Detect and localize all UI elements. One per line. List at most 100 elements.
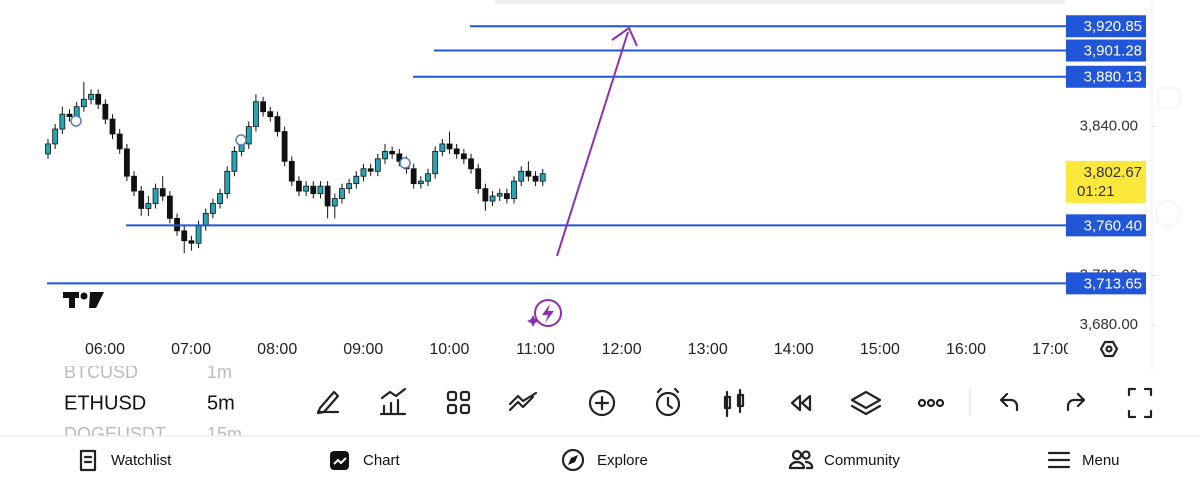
symbol-interval[interactable]: 1m <box>207 362 232 382</box>
x-tick-label: 14:00 <box>774 341 814 358</box>
candle-body <box>95 93 102 105</box>
candle-body <box>353 175 360 185</box>
candle-body <box>389 150 396 155</box>
candle-body <box>339 188 345 199</box>
candle-body <box>267 111 274 118</box>
candle-body <box>181 230 188 242</box>
event-marker[interactable] <box>70 115 82 127</box>
candle-body <box>166 195 173 219</box>
watchlist-icon <box>79 449 97 472</box>
candle-body <box>152 188 159 204</box>
candle-body <box>317 185 324 194</box>
candle-body <box>45 143 51 155</box>
arrow-annotation <box>556 31 629 257</box>
replay-badge <box>527 299 562 327</box>
nav-item[interactable]: Menu <box>1082 452 1120 469</box>
indicators-icon[interactable] <box>379 387 407 416</box>
fullscreen-icon[interactable] <box>1127 387 1153 419</box>
candle-body <box>288 160 295 182</box>
level-label-box <box>1066 39 1146 62</box>
candle-body <box>73 106 80 118</box>
side-handle <box>1157 87 1181 109</box>
nav-item[interactable]: Explore <box>597 452 648 469</box>
redo-icon[interactable] <box>1066 392 1086 412</box>
templates-icon[interactable] <box>446 390 471 415</box>
x-tick-label: 11:00 <box>516 341 555 358</box>
nav-item[interactable]: Watchlist <box>111 452 172 469</box>
candle-body <box>417 180 424 185</box>
candle-body <box>159 188 166 197</box>
candle-body <box>346 183 353 190</box>
symbol-name[interactable]: DOGEUSDT <box>64 424 166 444</box>
add-icon[interactable] <box>588 389 616 417</box>
candle-body <box>439 143 446 152</box>
current-price-box <box>1066 160 1146 203</box>
alert-icon[interactable] <box>655 387 681 417</box>
arrow-head <box>611 26 638 47</box>
x-tick-label: 13:00 <box>688 341 728 358</box>
chart-icon-line <box>333 457 347 465</box>
symbol-name[interactable]: ETHUSD <box>64 392 146 414</box>
replay-icon[interactable] <box>790 394 812 412</box>
candle-body <box>66 113 73 118</box>
community-icon <box>788 449 814 470</box>
symbol-interval[interactable]: 5m <box>207 392 235 414</box>
level-label: 3,920.85 <box>1084 18 1142 35</box>
top-shadow <box>495 0 1065 4</box>
candle-body <box>511 180 517 199</box>
draw-icon[interactable] <box>316 390 340 415</box>
candle-body <box>539 173 546 182</box>
candle-body <box>202 213 209 227</box>
candle-body <box>281 131 288 162</box>
undo-icon[interactable] <box>999 392 1019 412</box>
countdown: 01:21 <box>1077 183 1115 200</box>
y-tick-label: 3,680.00 <box>1080 316 1138 333</box>
compare-icon[interactable] <box>508 391 538 412</box>
candle-body <box>410 168 417 185</box>
toolbar <box>316 387 1153 419</box>
candle-body <box>525 170 532 177</box>
current-price-label: 3,802.67 <box>1084 164 1142 181</box>
level-label: 3,713.65 <box>1084 275 1142 292</box>
candle-icon[interactable] <box>723 388 745 418</box>
candle-body <box>324 185 331 207</box>
candle-body <box>532 175 539 182</box>
candle-body <box>367 168 374 172</box>
event-marker[interactable] <box>399 157 411 169</box>
symbol-interval[interactable]: 15m <box>207 424 242 444</box>
candle-body <box>475 168 482 190</box>
level-label-box <box>1066 65 1146 88</box>
chart-plot: 3,840.003,720.003,680.003,920.853,901.28… <box>45 15 1156 333</box>
layers-icon[interactable] <box>850 390 882 416</box>
candle-body <box>374 158 381 172</box>
x-tick-label: 12:00 <box>602 341 642 358</box>
nav-item[interactable]: Community <box>824 452 900 469</box>
symbol-list[interactable]: BTCUSD 1m ETHUSD 5m DOGEUSDT 15m <box>64 362 242 444</box>
candle-body <box>432 150 439 175</box>
candle-body <box>138 190 145 209</box>
more-icon[interactable] <box>917 398 945 408</box>
nav-item[interactable]: Chart <box>363 452 401 469</box>
candle-body <box>446 143 453 150</box>
candle-body <box>360 168 367 177</box>
level-label: 3,901.28 <box>1084 42 1142 59</box>
candle-body <box>331 198 338 207</box>
level-label-box <box>1066 214 1146 237</box>
candle-body <box>88 93 94 100</box>
settings-icon-dot <box>1105 345 1113 353</box>
level-label: 3,880.13 <box>1084 69 1142 86</box>
x-tick-label: 08:00 <box>257 341 297 358</box>
symbol-name[interactable]: BTCUSD <box>64 362 138 382</box>
candle-body <box>468 158 474 170</box>
settings-icon[interactable] <box>1099 340 1119 358</box>
event-marker[interactable] <box>235 134 247 146</box>
candle-body <box>231 150 238 172</box>
candle-body <box>217 193 223 204</box>
candle-body <box>496 193 503 197</box>
x-tick-label: 06:00 <box>85 341 125 358</box>
candle-body <box>303 185 310 192</box>
candle-body <box>503 193 510 199</box>
level-label-box <box>1066 15 1146 38</box>
level-label: 3,760.40 <box>1084 217 1142 234</box>
